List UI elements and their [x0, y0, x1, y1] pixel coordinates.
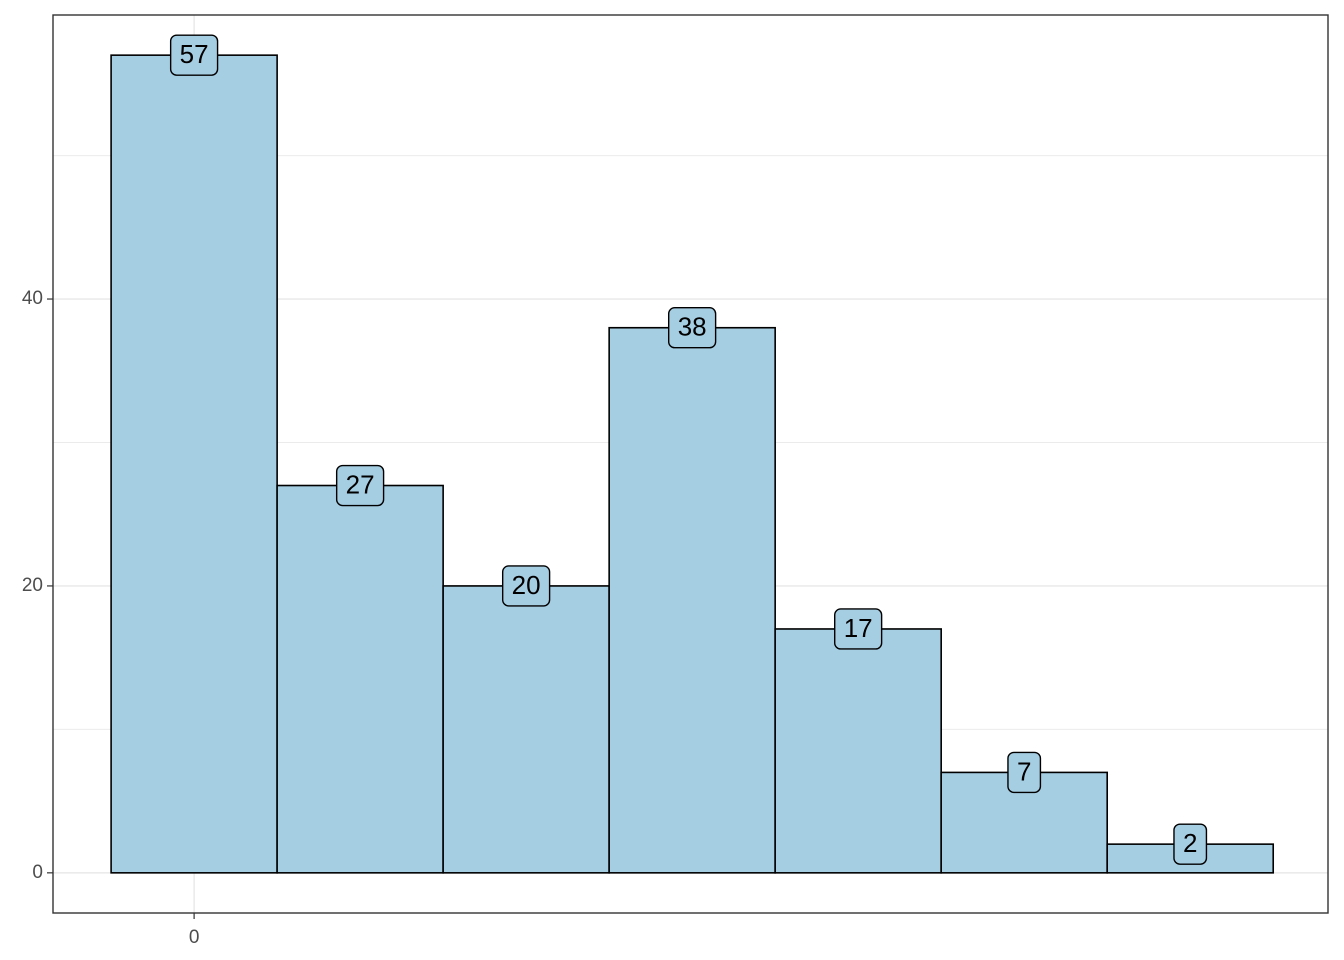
- bar: [774, 628, 942, 874]
- data-label-box: [667, 307, 717, 349]
- y-tick-label: 40: [22, 288, 43, 309]
- data-label: 17: [844, 613, 873, 643]
- bar: [608, 326, 776, 874]
- data-label: 20: [512, 570, 541, 600]
- bar: [276, 484, 444, 874]
- data-label-box: [169, 34, 219, 76]
- data-label-box: [1007, 751, 1042, 794]
- data-label-box: [834, 608, 883, 650]
- data-label-box: [501, 565, 551, 607]
- data-label-box: [1173, 823, 1208, 865]
- x-tick-label: 0: [189, 927, 200, 948]
- bar: [442, 585, 610, 874]
- panel-border: [52, 14, 1329, 914]
- data-label-box: [335, 464, 385, 507]
- data-label: 27: [346, 469, 375, 499]
- y-tick-label: 20: [22, 575, 43, 596]
- bar: [110, 54, 278, 874]
- data-label: 2: [1183, 828, 1197, 858]
- data-label: 38: [678, 312, 707, 342]
- y-tick-label: 0: [32, 862, 43, 883]
- data-label: 7: [1017, 756, 1031, 786]
- data-label: 57: [180, 39, 209, 69]
